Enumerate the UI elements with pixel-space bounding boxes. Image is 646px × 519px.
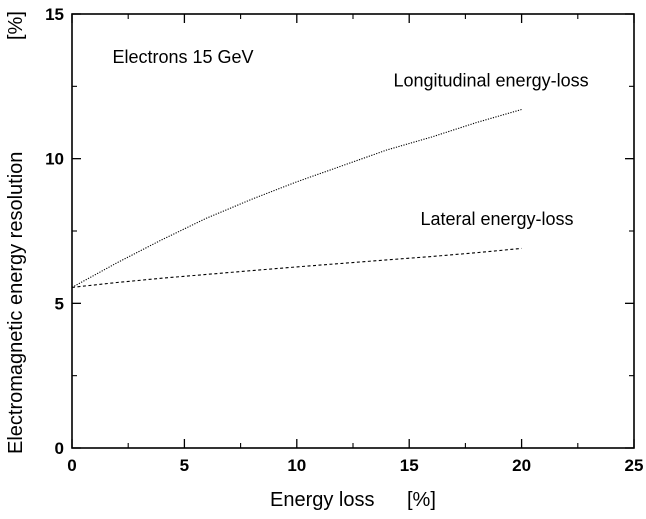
y-axis-unit: [%] — [5, 11, 27, 40]
y-axis-title: Electromagnetic energy resolution — [5, 152, 27, 454]
x-axis-title: Energy loss — [270, 489, 375, 511]
axis-ticks: 0 5 10 15 20 25 0 5 10 15 — [45, 5, 643, 475]
y-tick-label: 15 — [45, 5, 64, 24]
annotation-condition: Electrons 15 GeV — [112, 47, 253, 67]
x-tick-label: 10 — [287, 456, 306, 475]
x-tick-label: 20 — [512, 456, 531, 475]
x-tick-label: 15 — [400, 456, 419, 475]
x-axis-unit: [%] — [407, 489, 436, 511]
series-layer — [71, 108, 522, 288]
annotation-lateral-label: Lateral energy-loss — [420, 209, 573, 229]
chart-labels: Energy loss [%] Electromagnetic energy r… — [5, 11, 436, 511]
x-tick-label: 0 — [67, 456, 76, 475]
y-tick-label: 10 — [45, 150, 64, 169]
y-tick-label: 0 — [55, 439, 64, 458]
series-line-longitudinal — [71, 108, 522, 288]
annotations: Electrons 15 GeV Longitudinal energy-loss… — [112, 47, 588, 229]
x-tick-label: 25 — [625, 456, 644, 475]
annotation-longitudinal-label: Longitudinal energy-loss — [393, 70, 588, 90]
x-tick-label: 5 — [180, 456, 189, 475]
series-line-lateral — [71, 247, 522, 288]
y-tick-label: 5 — [55, 294, 64, 313]
